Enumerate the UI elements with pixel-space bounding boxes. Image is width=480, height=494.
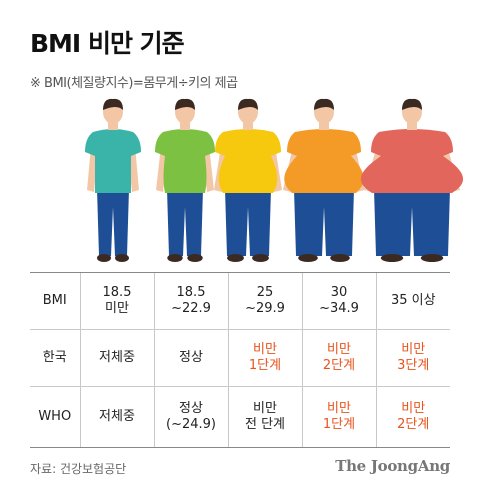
table-cell: 비만 전 단계 <box>227 386 302 448</box>
table-cell: 18.5 미만 <box>79 272 154 330</box>
shirt <box>215 129 281 193</box>
right-shoe <box>330 254 350 262</box>
table-cell: 30 ~34.9 <box>301 272 376 330</box>
shirt <box>85 129 141 193</box>
table-row: 한국 저체중 정상 비만 1단계 비만 2단계 비만 3단계 <box>30 329 450 387</box>
bmi-formula-note: ※ BMI(체질량지수)=몸무게÷키의 제곱 <box>30 76 238 91</box>
source-note: 자료: 건강보험공단 <box>30 462 127 476</box>
pants <box>97 189 129 256</box>
row-header: BMI <box>30 272 80 330</box>
left-shoe <box>227 254 244 262</box>
table-body: BMI 18.5 미만 18.5 ~22.9 25 ~29.9 30 ~34.9 35 이… <box>30 272 450 448</box>
shirt <box>360 129 464 193</box>
table-cell: 비만 1단계 <box>227 329 302 387</box>
pants <box>294 189 354 256</box>
hair <box>238 98 258 110</box>
left-shoe <box>380 254 404 262</box>
pants <box>167 189 203 256</box>
left-shoe <box>97 254 111 262</box>
right-shoe <box>115 254 129 262</box>
hair <box>175 98 195 110</box>
row-header: 한국 <box>30 329 80 387</box>
table-cell: 비만 2단계 <box>301 329 376 387</box>
table-cell: 저체중 <box>79 329 154 387</box>
table-cell: 저체중 <box>79 386 154 448</box>
table-cell: 비만 2단계 <box>375 386 450 448</box>
shirt <box>284 129 364 193</box>
table-cell: 25 ~29.9 <box>227 272 302 330</box>
right-shoe <box>187 254 203 262</box>
pants <box>225 189 271 256</box>
page-title: BMI 비만 기준 <box>30 29 185 58</box>
left-shoe <box>298 254 318 262</box>
table-cell: 정상 <box>153 329 228 387</box>
table-row: WHO 저체중 정상 (~24.9) 비만 전 단계 비만 1단계 비만 2단계 <box>30 386 450 448</box>
table-cell: 비만 3단계 <box>375 329 450 387</box>
row-header: WHO <box>30 386 80 448</box>
severely-obese-person-icon <box>357 98 467 268</box>
hair <box>314 98 334 110</box>
right-shoe <box>420 254 444 262</box>
left-shoe <box>167 254 183 262</box>
right-shoe <box>252 254 269 262</box>
slim-person-icon <box>58 98 168 268</box>
hair <box>402 98 422 110</box>
table-row: BMI 18.5 미만 18.5 ~22.9 25 ~29.9 30 ~34.9 35 이… <box>30 272 450 330</box>
normal-person-icon <box>130 98 240 268</box>
bmi-criteria-table: BMI 18.5 미만 18.5 ~22.9 25 ~29.9 30 ~34.9 35 이… <box>30 272 450 448</box>
neck <box>108 122 118 130</box>
neck <box>180 122 190 130</box>
body-type-illustrations <box>0 98 480 268</box>
overweight-person-icon <box>193 98 303 268</box>
table-cell: 정상 (~24.9) <box>153 386 228 448</box>
neck <box>243 122 253 130</box>
shirt <box>155 129 215 193</box>
hair <box>103 98 123 110</box>
table-cell: 35 이상 <box>375 272 450 330</box>
neck <box>407 122 417 130</box>
brand-logo: The JoongAng <box>335 457 450 475</box>
obese-person-icon <box>269 98 379 268</box>
pants <box>374 189 450 256</box>
table-cell: 18.5 ~22.9 <box>153 272 228 330</box>
table-cell: 비만 1단계 <box>301 386 376 448</box>
neck <box>319 122 329 130</box>
